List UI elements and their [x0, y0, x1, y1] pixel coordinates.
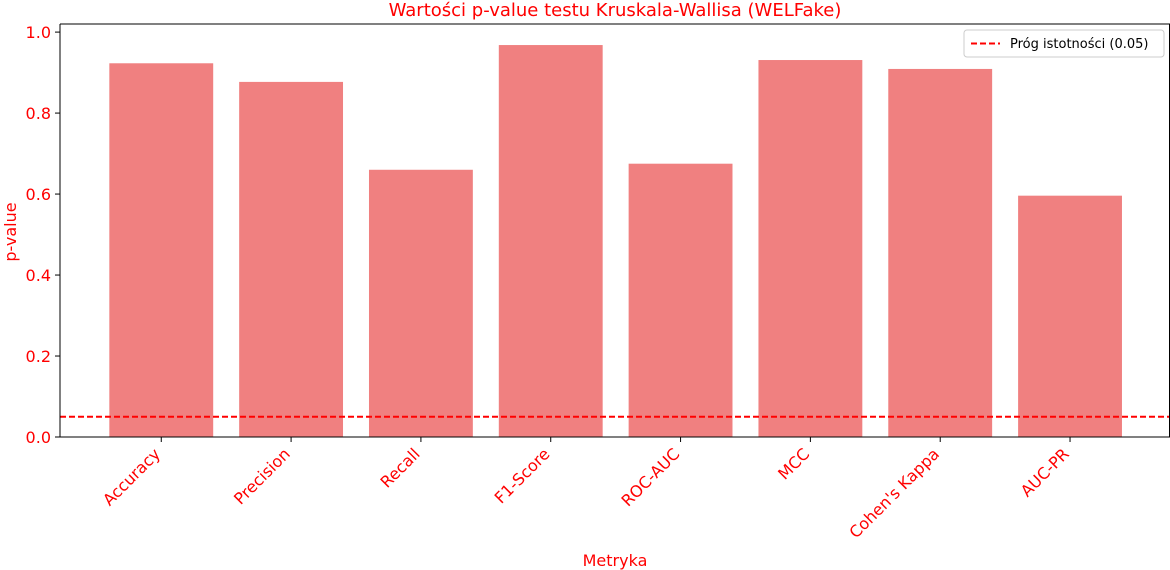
bar	[1018, 195, 1122, 437]
bar	[368, 169, 473, 437]
y-tick-label: 0.4	[26, 266, 51, 285]
x-tick-label: Cohen's Kappa	[845, 444, 943, 542]
y-tick-label: 0.2	[26, 347, 51, 366]
bar	[888, 68, 993, 437]
x-tick-label: Precision	[230, 444, 294, 508]
x-tick-label: MCC	[774, 444, 813, 483]
bar	[109, 63, 214, 438]
legend: Próg istotności (0.05)	[963, 29, 1165, 58]
x-tick-label: ROC-AUC	[618, 444, 684, 510]
bar	[498, 45, 603, 437]
x-tick-label: Recall	[377, 444, 424, 491]
y-tick-label: 0.6	[26, 185, 51, 204]
y-tick-label: 0.8	[26, 104, 51, 123]
x-tick-label: AUC-PR	[1017, 444, 1073, 500]
bar	[628, 163, 733, 438]
legend-threshold-label: Próg istotności (0.05)	[1010, 37, 1149, 52]
y-tick-label: 0.0	[26, 428, 51, 447]
chart-title: Wartości p-value testu Kruskala-Wallisa …	[389, 0, 842, 21]
bar	[239, 81, 344, 438]
bar	[758, 60, 863, 437]
y-tick-label: 1.0	[26, 23, 51, 42]
x-tick-label: F1-Score	[491, 444, 554, 507]
x-axis-label: Metryka	[583, 551, 648, 570]
legend-box	[963, 29, 1165, 58]
x-tick-label: Accuracy	[99, 444, 164, 509]
y-axis-label: p-value	[1, 202, 20, 261]
plot-area: 0.0 0.2 0.4 0.6 0.8 1.0 Accuracy Precision Recal…	[26, 23, 1170, 542]
